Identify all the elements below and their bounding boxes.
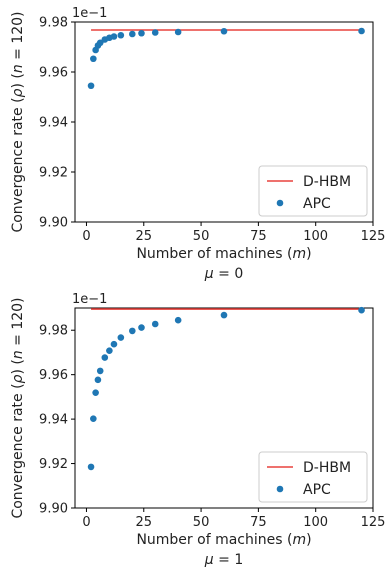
y-tick-label: 9.98	[39, 324, 68, 339]
apc-point	[96, 39, 104, 47]
apc-point	[358, 306, 365, 314]
legend-label: APC	[303, 482, 331, 498]
y-offset-label: 1e−1	[72, 292, 107, 307]
apc-point	[96, 367, 104, 375]
apc-point	[138, 29, 145, 37]
y-tick-label: 9.90	[39, 216, 68, 231]
y-offset-label: 1e−1	[72, 6, 107, 21]
apc-point	[106, 347, 113, 354]
y-tick-label: 9.94	[39, 116, 68, 131]
y-tick-label: 9.96	[39, 368, 68, 383]
x-tick-label: 75	[250, 515, 267, 530]
legend-label: D-HBM	[303, 174, 351, 190]
legend-label: APC	[303, 196, 331, 212]
legend: D-HBM APC	[258, 165, 368, 217]
apc-point	[90, 55, 97, 63]
legend-swatch-point	[276, 485, 284, 493]
plot-frame	[74, 307, 374, 509]
legend-box	[258, 165, 368, 217]
apc-point	[220, 311, 228, 319]
apc-point	[87, 463, 95, 471]
apc-point	[358, 27, 365, 35]
apc-point	[94, 376, 102, 384]
x-tick-label: 125	[361, 515, 386, 530]
x-tick-label: 75	[250, 229, 267, 244]
apc-point	[90, 415, 97, 422]
apc-point	[220, 27, 228, 35]
chart-1: 0 25 50 75 100 125 9.90 9.92 9.94 9.96 9.98 1e−1 Num…	[10, 6, 385, 282]
x-axis-label: Number of machines (m)	[136, 532, 311, 548]
apc-point	[151, 29, 159, 36]
x-tick-label: 125	[361, 229, 386, 244]
subtitle: μ = 0	[204, 266, 243, 282]
apc-point	[117, 334, 125, 341]
apc-point	[110, 340, 118, 348]
apc-point	[174, 316, 182, 324]
y-tick-label: 9.92	[39, 166, 68, 181]
x-tick-label: 25	[135, 229, 152, 244]
x-tick-label: 25	[135, 515, 152, 530]
apc-point	[129, 30, 136, 38]
legend-box	[258, 451, 368, 503]
subtitle: μ = 1	[204, 552, 243, 568]
x-tick-label: 0	[82, 515, 90, 530]
x-axis-label: Number of machines (m)	[136, 246, 311, 262]
y-tick-label: 9.98	[39, 16, 68, 31]
apc-point	[101, 354, 109, 361]
chart-2: 0 25 50 75 100 125 9.90 9.92 9.94 9.96 9.98 1e−1 Num…	[10, 292, 385, 568]
apc-point	[117, 31, 125, 39]
x-tick-label: 100	[303, 515, 328, 530]
apc-point	[87, 82, 95, 90]
x-tick-label: 50	[193, 229, 210, 244]
y-axis-label: Convergence rate (ρ) (n = 120)	[10, 11, 26, 232]
y-axis-label: Convergence rate (ρ) (n = 120)	[10, 297, 26, 518]
y-tick-label: 9.94	[39, 413, 68, 428]
y-tick-label: 9.96	[39, 66, 68, 81]
legend-swatch-point	[276, 199, 284, 207]
apc-point	[110, 33, 118, 40]
x-tick-label: 0	[82, 229, 90, 244]
x-tick-label: 50	[193, 515, 210, 530]
apc-point	[129, 327, 136, 335]
x-tick-label: 100	[303, 229, 328, 244]
apc-point	[138, 324, 145, 331]
apc-point	[174, 28, 182, 36]
legend-label: D-HBM	[303, 460, 351, 476]
y-tick-label: 9.92	[39, 457, 68, 472]
apc-point	[92, 389, 99, 396]
y-tick-label: 9.90	[39, 502, 68, 517]
legend: D-HBM APC	[258, 451, 368, 503]
apc-point	[151, 320, 159, 328]
